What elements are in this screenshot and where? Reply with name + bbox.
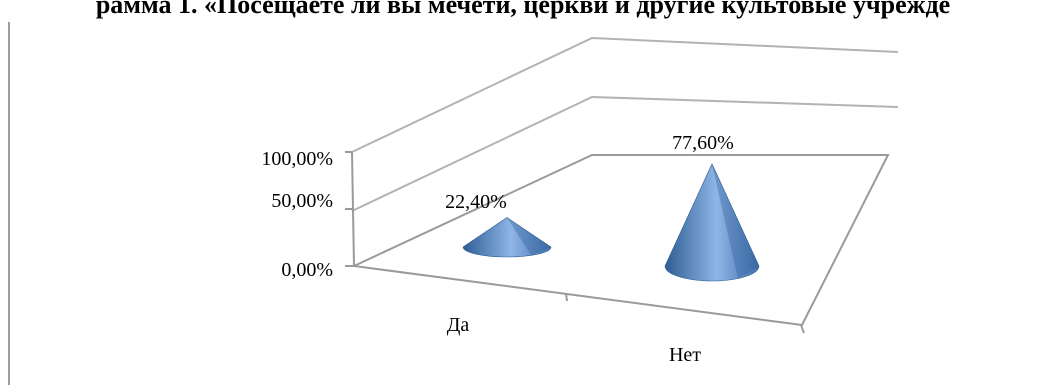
x-tick-label-da: Да (447, 314, 470, 336)
y-axis (351, 151, 355, 267)
y-tick-label-50: 50,00% (271, 190, 333, 212)
floor (350, 154, 890, 327)
data-label-da: 22,40% (445, 191, 507, 213)
cone-net (664, 163, 760, 282)
chart-title: рамма 1. «Посещаете ли вы мечети, церкви… (95, 0, 951, 19)
axes (350, 151, 890, 327)
x-tick-label-net: Нет (669, 344, 701, 366)
gridline-top (351, 36, 899, 153)
y-tick-label-0: 0,00% (281, 259, 333, 281)
data-marks (462, 163, 760, 282)
data-label-net: 77,60% (672, 132, 734, 154)
gridlines (351, 36, 899, 212)
x-tick-marks (565, 293, 805, 334)
gridline-mid (351, 95, 899, 212)
y-tick-label-100: 100,00% (261, 148, 333, 170)
y-tick-marks (345, 151, 354, 267)
cone-da (462, 217, 552, 258)
